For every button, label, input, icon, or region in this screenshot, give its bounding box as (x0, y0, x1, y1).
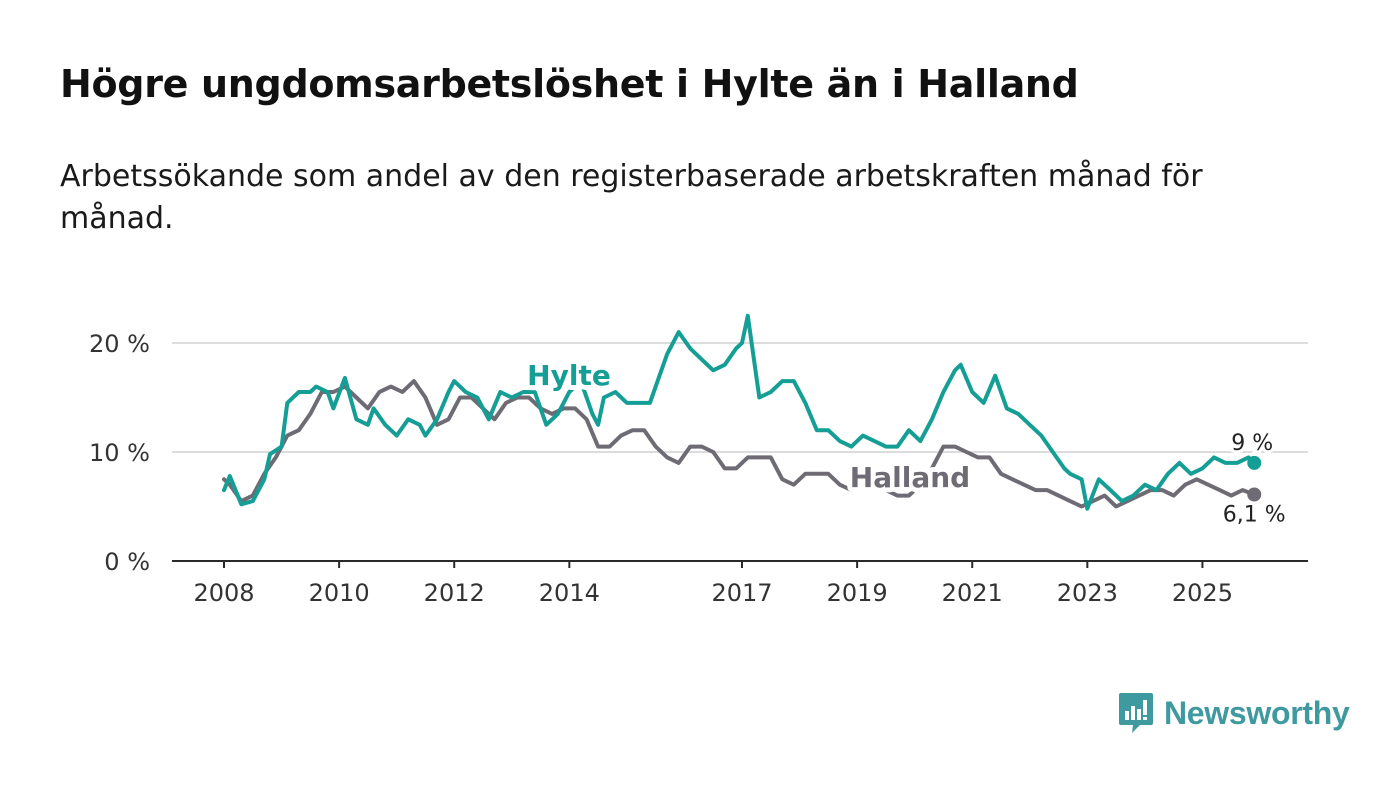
newsworthy-wordmark: Newsworthy (1164, 694, 1350, 731)
x-tick-label: 2008 (193, 579, 254, 607)
axes: 0 % 10 % 20 % 2008 2010 2012 2014 2017 2019 2021 2… (89, 330, 1308, 607)
end-label-halland: 6,1 % (1223, 503, 1286, 528)
chart-subtitle: Arbetssökande som andel av den registerb… (60, 159, 1203, 236)
x-tick-label: 2014 (539, 579, 600, 607)
newsworthy-chart-icon (1119, 693, 1153, 733)
x-tick-label: 2023 (1057, 579, 1118, 607)
end-label-hylte: 9 % (1231, 431, 1273, 456)
series-lines (222, 313, 1262, 511)
y-tick-label: 0 % (104, 548, 150, 576)
series-label-hylte: Hylte (527, 359, 611, 392)
x-tick-label: 2010 (309, 579, 370, 607)
series-line-hylte (222, 313, 1257, 511)
end-point-halland (1247, 487, 1262, 502)
series-label-halland: Halland (850, 461, 970, 494)
end-point-hylte (1247, 455, 1262, 470)
x-tick-label: 2021 (942, 579, 1003, 607)
x-tick-label: 2025 (1172, 579, 1233, 607)
series-line-halland (222, 379, 1257, 509)
x-tick-label: 2017 (711, 579, 772, 607)
x-tick-label: 2012 (424, 579, 485, 607)
newsworthy-logo: Newsworthy (1118, 690, 1350, 736)
y-tick-label: 10 % (89, 439, 150, 467)
grid-lines (172, 342, 1308, 453)
x-tick-label: 2019 (827, 579, 888, 607)
series-labels: Hylte Halland 9 % 6,1 % (522, 354, 1289, 531)
y-tick-label: 20 % (89, 330, 150, 358)
chart-title: Högre ungdomsarbetslöshet i Hylte än i H… (60, 62, 1079, 106)
